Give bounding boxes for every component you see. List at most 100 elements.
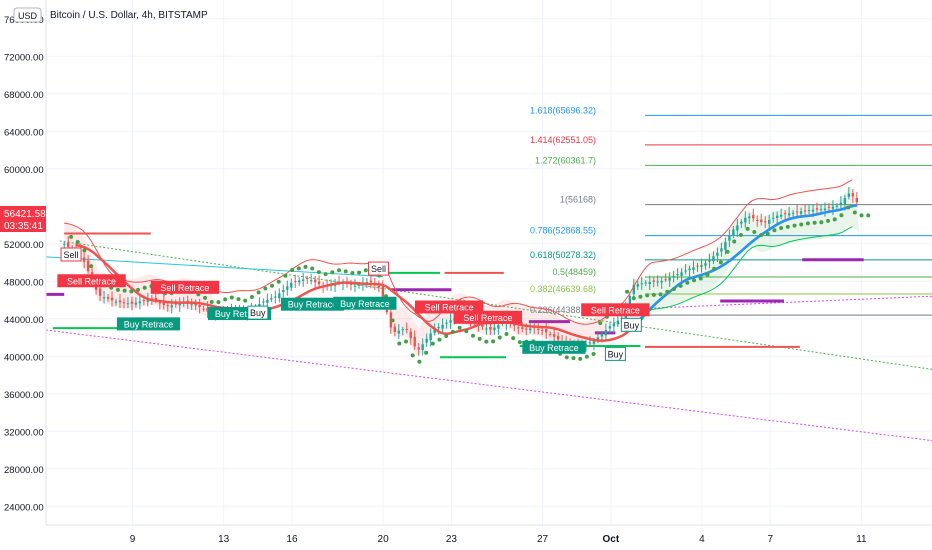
candle-body	[640, 283, 643, 285]
candle-body	[262, 301, 265, 303]
parabolic-sar-dot	[812, 220, 817, 225]
parabolic-sar-dot	[846, 205, 851, 210]
candle-body	[429, 333, 432, 341]
parabolic-sar-dot	[678, 283, 683, 288]
candle-body	[768, 219, 771, 224]
candle-body	[166, 305, 169, 307]
candle-body	[636, 284, 639, 287]
time-tick-label: 23	[446, 534, 458, 545]
time-tick-label: 13	[218, 534, 230, 545]
time-tick-label: 20	[378, 534, 390, 545]
price-scale[interactable]: 76000.0072000.0068000.0064000.0060000.00…	[0, 0, 47, 525]
candle-body	[775, 215, 779, 218]
indicator-overlays	[64, 179, 871, 364]
parabolic-sar-dot	[772, 228, 777, 233]
candle-body	[481, 324, 484, 327]
parabolic-sar-dot	[115, 287, 120, 292]
candle-body	[138, 301, 142, 304]
parabolic-sar-dot	[805, 221, 810, 226]
candle-body	[63, 243, 66, 245]
parabolic-sar-dot	[792, 223, 797, 228]
parabolic-sar-dot	[223, 297, 228, 302]
candle-body	[202, 308, 205, 310]
parabolic-sar-dot	[270, 283, 275, 288]
candle-body	[544, 329, 548, 333]
candle-body	[305, 278, 309, 280]
candle-body	[485, 328, 488, 330]
buy-retrace-tag	[522, 340, 586, 354]
parabolic-sar-dot	[598, 321, 603, 326]
parabolic-sar-dot	[410, 353, 415, 358]
parabolic-sar-dot	[243, 298, 248, 303]
parabolic-sar-dot	[229, 295, 234, 300]
time-scale[interactable]: 9 13 16 20 23 27 Oct 4 7 11	[46, 524, 932, 550]
buy-retrace-tag	[116, 317, 181, 331]
signal-label-text: Sell Retrace	[425, 303, 474, 313]
parabolic-sar-dot	[564, 355, 569, 360]
parabolic-sar-dot	[236, 297, 241, 302]
candle-body	[521, 327, 524, 329]
candle-body	[174, 303, 177, 305]
candle-body	[517, 327, 520, 329]
candle-body	[158, 302, 162, 304]
parabolic-sar-dot	[89, 264, 94, 269]
sell-retrace-tag	[453, 310, 523, 324]
grid-lines	[46, 0, 932, 525]
parabolic-sar-dot	[249, 295, 254, 300]
candle-body	[146, 299, 150, 302]
candle-body	[819, 209, 823, 211]
parabolic-sar-dot	[738, 233, 743, 238]
parabolic-sar-dot	[779, 226, 784, 231]
candle-body	[732, 229, 735, 236]
parabolic-sar-dot	[765, 231, 770, 236]
time-tick-label: Oct	[603, 534, 620, 545]
parabolic-sar-dot	[450, 329, 455, 334]
parabolic-sar-dot	[745, 226, 750, 231]
currency-badge-label: USD	[18, 11, 38, 21]
parabolic-sar-dot	[350, 270, 355, 275]
buy-zone-fill	[633, 186, 860, 315]
parabolic-sar-dot	[263, 286, 268, 291]
price-tick-label: 28000.00	[4, 465, 44, 476]
candle-body	[405, 328, 408, 330]
candle-body	[652, 280, 655, 282]
parabolic-sar-dot	[310, 266, 315, 271]
candle-body	[198, 305, 201, 308]
parabolic-sar-dot	[712, 266, 717, 271]
fib-level-label: 0.236(44388.35)	[530, 305, 596, 315]
candle-body	[401, 329, 404, 331]
signal-label-text: Sell Retrace	[591, 305, 640, 315]
candle-body	[696, 265, 699, 267]
fib-level-label: 1(56168)	[560, 195, 596, 205]
parabolic-sar-dot	[69, 234, 74, 239]
candle-body	[795, 211, 799, 213]
buy-signal-tag	[247, 305, 269, 320]
parabolic-sar-dot	[638, 294, 643, 299]
signal-label-text: Buy Retrace	[124, 319, 174, 329]
fib-extension-levels: 1.618(65696.32) 1.414(62551.05) 1.272(6036…	[530, 105, 932, 316]
parabolic-sar-dot	[645, 293, 650, 298]
candle-body	[668, 277, 671, 281]
candle-body	[748, 216, 751, 219]
signal-label-text: Sell Retrace	[463, 313, 512, 323]
candle-body	[680, 272, 683, 276]
signal-label-text: Buy	[250, 308, 266, 318]
candle-body	[162, 301, 165, 306]
parabolic-sar-dot	[571, 356, 576, 361]
parabolic-sar-dot	[75, 240, 80, 245]
candle-body	[656, 281, 659, 283]
parabolic-sar-dot	[283, 273, 288, 278]
candle-body	[791, 212, 795, 214]
candle-body	[644, 282, 647, 284]
candle-body	[118, 300, 122, 303]
signal-label-text: Sell	[371, 264, 386, 274]
parabolic-sar-dot	[390, 318, 395, 323]
price-tick-label: 32000.00	[4, 427, 44, 438]
candle-body	[317, 281, 321, 285]
time-tick-label: 16	[286, 534, 298, 545]
candle-body	[764, 221, 767, 223]
parabolic-sar-dot	[397, 341, 402, 346]
currency-badge[interactable]	[13, 7, 42, 23]
